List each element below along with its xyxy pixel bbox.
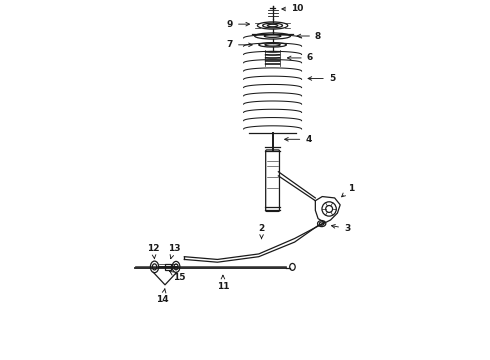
Text: 5: 5 — [308, 74, 335, 83]
Text: 4: 4 — [285, 135, 312, 144]
Text: 13: 13 — [168, 244, 180, 259]
Text: 3: 3 — [331, 224, 350, 233]
Text: 14: 14 — [156, 289, 169, 304]
Text: 15: 15 — [170, 271, 185, 282]
Text: 10: 10 — [282, 4, 304, 13]
Text: 1: 1 — [342, 184, 354, 197]
Text: 7: 7 — [227, 40, 252, 49]
Text: 2: 2 — [258, 224, 265, 239]
Text: 12: 12 — [147, 244, 160, 259]
Text: 8: 8 — [297, 32, 321, 41]
Bar — [165, 264, 171, 270]
Text: 6: 6 — [288, 53, 313, 62]
Text: 9: 9 — [227, 20, 249, 29]
Text: 11: 11 — [217, 275, 229, 291]
